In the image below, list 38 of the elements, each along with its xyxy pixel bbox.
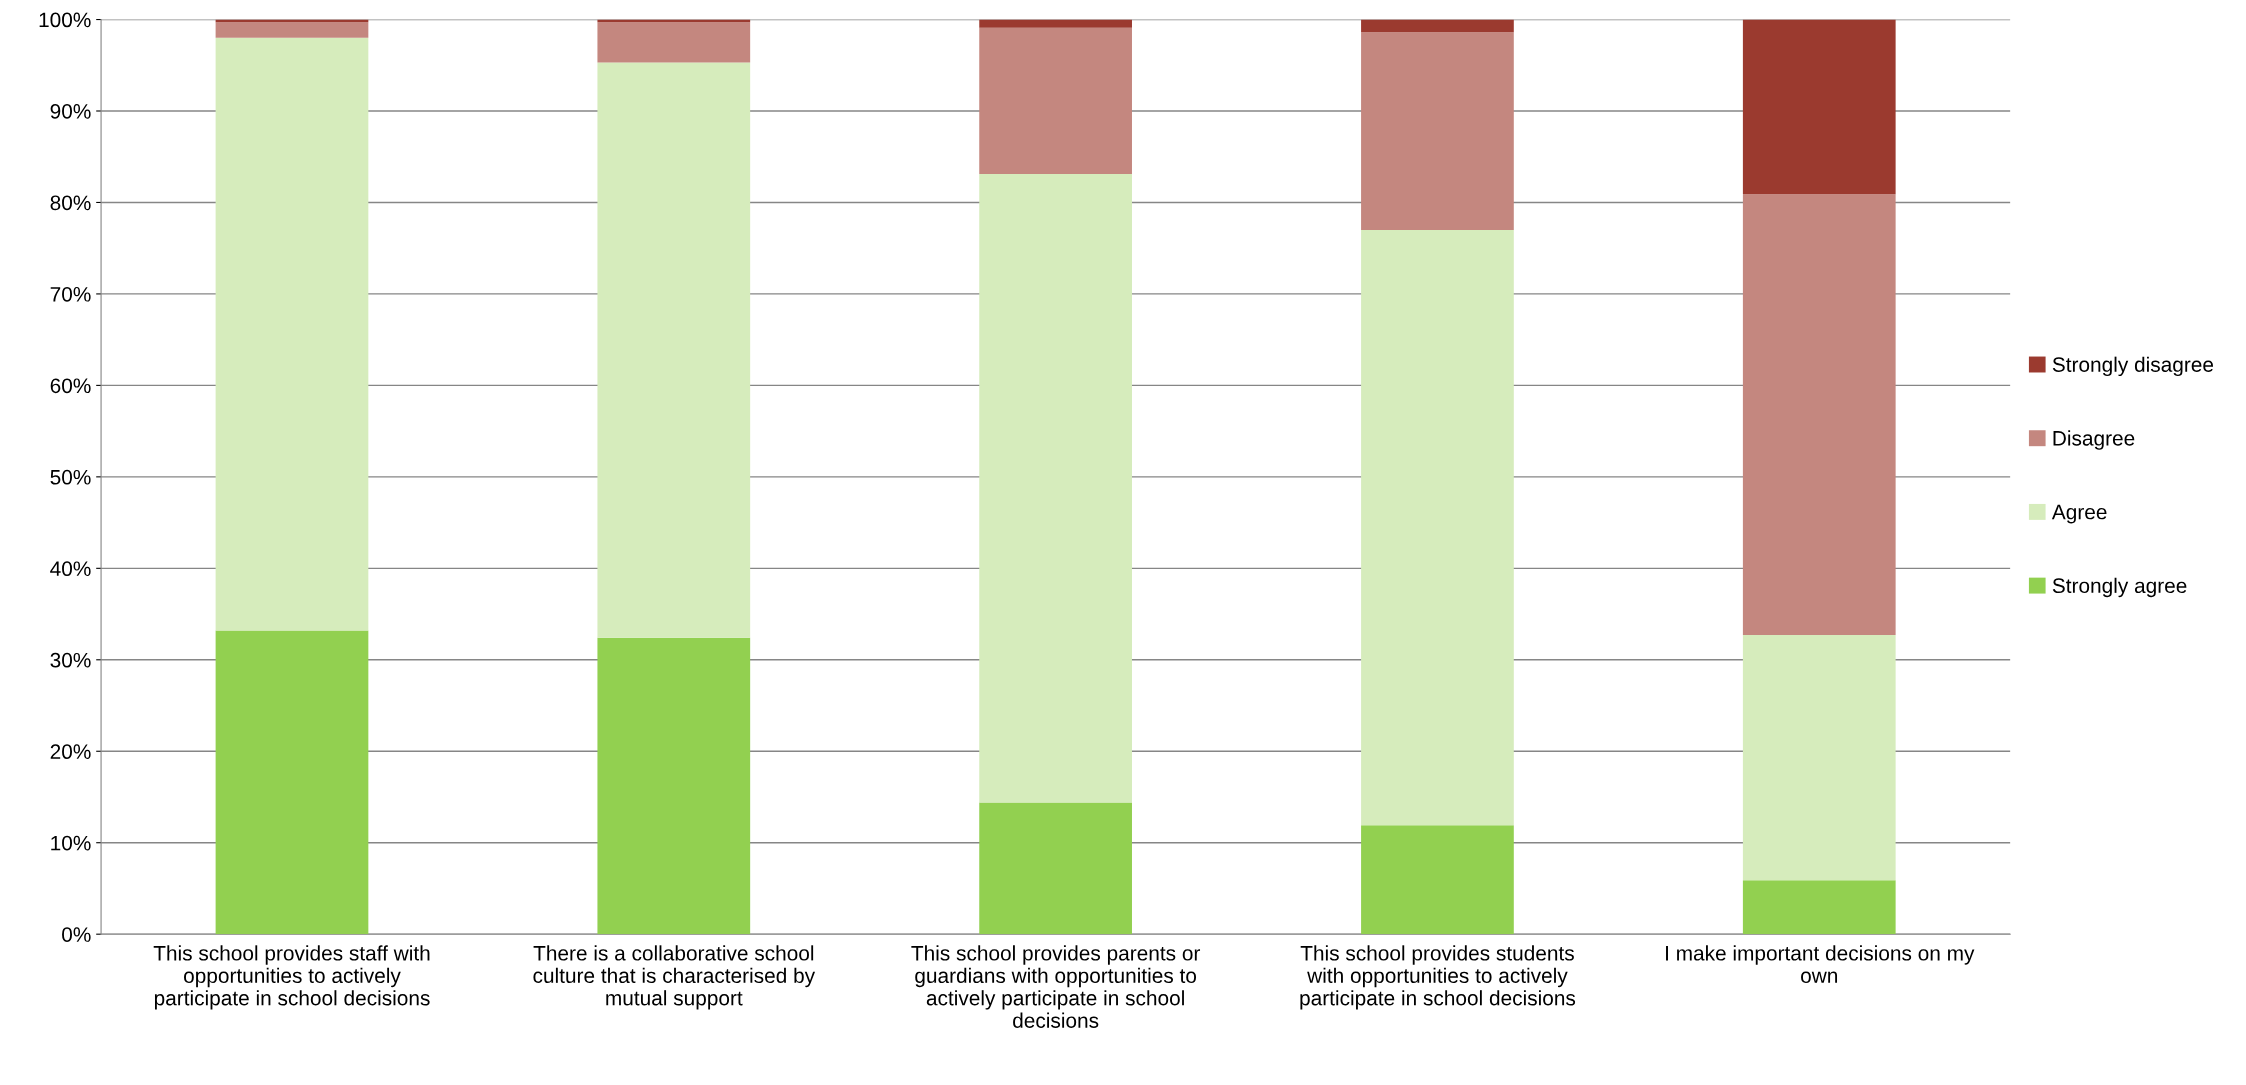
bar — [1361, 825, 1514, 935]
bar — [1742, 880, 1896, 935]
legend-label: Disagree — [2053, 430, 2135, 450]
bar — [979, 174, 1132, 803]
x-tick-label: This school provides parents or guardians with opportunities to actively participate in school decisions — [911, 945, 1201, 1028]
bar — [1361, 19, 1514, 33]
bar — [979, 27, 1132, 175]
y-tick-label: 30% — [50, 652, 91, 668]
bar — [597, 637, 751, 935]
legend-label: Strongly disagree — [2052, 356, 2214, 377]
y-tick-label: 100% — [39, 12, 91, 28]
y-tick-label: 90% — [50, 104, 91, 119]
legend-label: Strongly agree — [2052, 577, 2187, 598]
y-tick-label: 20% — [50, 744, 91, 760]
bar — [215, 37, 369, 631]
y-tick-label: 40% — [50, 561, 91, 577]
y-tick-label: 0% — [62, 927, 91, 942]
y-tick-label: 60% — [50, 378, 91, 394]
y-tick-label: 70% — [50, 286, 91, 302]
bar — [215, 22, 369, 38]
bar — [597, 22, 751, 63]
bar — [1742, 194, 1896, 636]
y-tick-label: 50% — [50, 469, 91, 485]
y-tick-label: 80% — [50, 195, 91, 211]
bar — [979, 19, 1132, 28]
x-tick-label: This school provides students with opportunities to actively participate in school decisions — [1300, 945, 1576, 1010]
x-tick-label: There is a collaborative school culture that is characterised by mutual support — [533, 945, 816, 1010]
bar — [979, 802, 1132, 935]
bar — [1361, 32, 1514, 230]
y-tick-label: 10% — [51, 835, 91, 851]
bar — [215, 630, 369, 935]
bar — [1361, 229, 1514, 826]
bar — [1742, 19, 1896, 195]
legend-label: Agree — [2051, 504, 2107, 524]
bar — [1742, 635, 1896, 881]
x-tick-label: This school provides staff with opportunities to actively participate in school decisions — [153, 945, 430, 1010]
bar — [597, 62, 751, 638]
x-tick-label: I make important decisions on my own — [1666, 945, 1975, 984]
